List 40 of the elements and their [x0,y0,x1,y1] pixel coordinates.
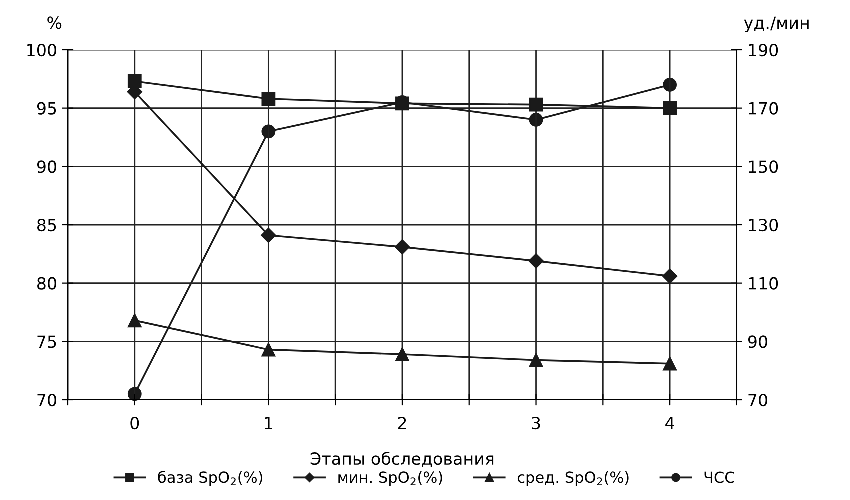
point [529,353,544,368]
y-tick-label: 100 [28,44,56,57]
point [261,228,276,244]
point [663,78,677,92]
y-tick-label: 75 [38,336,56,348]
legend-label: мин. SpO$_{2}$(%) [338,471,442,486]
point [128,314,142,328]
legend-label: база SpO$_{2}$(%) [158,471,263,486]
point [396,348,410,362]
y-tick-label: 90 [37,160,56,174]
y2-axis-title: уд./мин [744,16,809,32]
point [663,356,677,371]
point [262,342,276,357]
point [528,254,544,269]
point [662,268,678,284]
y2-tick-label: 170 [749,102,778,115]
legend-label: ЧСС [704,472,734,484]
y-axis-title: % [48,16,62,30]
y2-tick-label: 110 [749,277,778,290]
y-tick-label: 80 [38,277,56,290]
y-tick-label: 85 [38,218,56,232]
x-tick-label: 1 [265,417,272,430]
x-tick-label: 2 [398,416,406,430]
point [128,74,142,88]
y2-tick-label: 150 [749,160,778,174]
x-tick-label: 3 [532,416,540,430]
point [663,101,677,116]
y-tick-label: 70 [38,394,56,407]
y2-tick-label: 190 [749,44,778,57]
point [394,240,410,255]
x-tick-label: 4 [666,417,674,430]
point [529,98,544,112]
y2-tick-label: 130 [749,218,778,232]
y2-tick-label: 70 [748,394,768,407]
x-tick-label: 0 [130,416,140,430]
point [262,92,276,106]
y-tick-label: 95 [37,102,56,115]
legend-label: сред. SpO$_{2}$(%) [518,471,629,486]
y2-tick-label: 90 [748,336,768,348]
x-axis-title: Этапы обследования [310,452,494,468]
